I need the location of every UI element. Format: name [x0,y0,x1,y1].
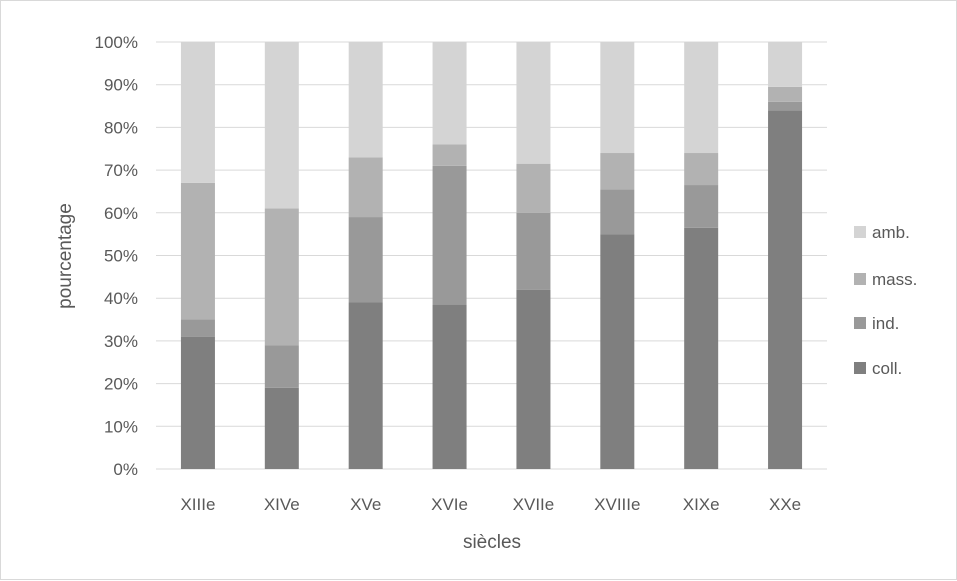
y-axis-ticks: 0% 10% 20% 30% 40% 50% 60% 70% 80% 90% 100% [95,33,138,479]
bar-segment [600,42,635,154]
legend: amb. mass. ind. coll. [854,223,917,378]
x-tick-label: XIVe [264,495,300,514]
legend-label: amb. [872,223,910,242]
bar-segment [768,101,803,111]
y-tick-label: 30% [104,332,138,351]
legend-swatch [854,226,866,238]
bar-segment [516,212,551,290]
x-tick-label: XVIIe [513,495,555,514]
legend-label: mass. [872,270,917,289]
x-tick-label: XIXe [683,495,720,514]
bar-segment [348,157,383,218]
bar-segment [600,234,635,469]
legend-label: ind. [872,314,899,333]
legend-swatch [854,362,866,374]
bar-segment [684,153,719,186]
y-tick-label: 40% [104,289,138,308]
x-axis-title: siècles [463,532,521,553]
bar-segment [516,42,551,164]
bar-segment [432,144,467,166]
bar-segment [264,42,299,209]
legend-swatch [854,273,866,285]
bar-segment [432,165,467,305]
bar-segment [768,86,803,102]
x-tick-label: XXe [769,495,801,514]
bar-segment [180,182,215,320]
bar-segment [264,345,299,388]
y-tick-label: 10% [104,417,138,436]
x-axis-ticks: XIIIe XIVe XVe XVIe XVIIe XVIIIe XIXe XXe [180,495,801,514]
x-tick-label: XVe [350,495,381,514]
y-tick-label: 70% [104,161,138,180]
bar-segment [180,42,215,183]
bar-segment [348,302,383,469]
y-tick-label: 90% [104,76,138,95]
y-tick-label: 80% [104,118,138,137]
x-tick-label: XIIIe [180,495,215,514]
bar-segment [348,42,383,158]
bar-segment [684,227,719,469]
grid-lines [156,41,827,470]
legend-swatch [854,317,866,329]
bar-segment [684,42,719,154]
legend-label: coll. [872,359,902,378]
bar-segment [432,42,467,145]
y-tick-label: 0% [113,460,138,479]
y-tick-label: 60% [104,204,138,223]
y-tick-label: 50% [104,247,138,266]
y-axis-title: pourcentage [55,203,76,309]
y-tick-label: 100% [95,33,138,52]
bar-segment [180,336,215,469]
bar-segment [516,289,551,469]
bar-segment [264,387,299,469]
x-tick-label: XVIIIe [594,495,640,514]
bar-segment [768,110,803,469]
bar-segment [600,189,635,235]
bars [180,42,803,469]
bar-segment [432,304,467,469]
bar-segment [684,185,719,228]
bar-segment [348,217,383,303]
bar-segment [516,163,551,213]
bar-segment [600,153,635,190]
bar-segment [180,319,215,337]
bar-segment [768,42,803,87]
y-tick-label: 20% [104,375,138,394]
x-tick-label: XVIe [431,495,468,514]
bar-segment [264,208,299,346]
